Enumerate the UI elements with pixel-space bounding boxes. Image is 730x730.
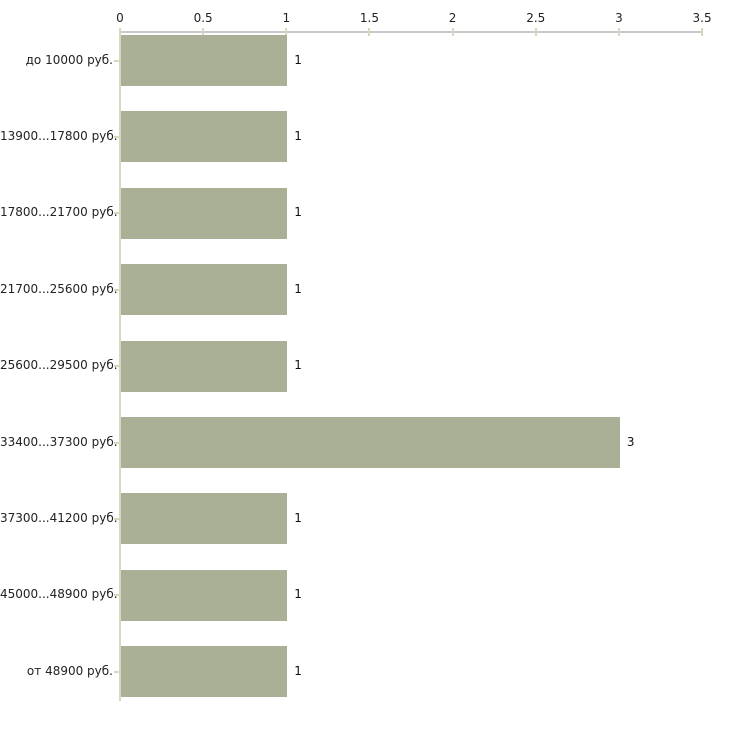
x-tick-label: 1 bbox=[282, 11, 291, 25]
category-label: от 48900 руб. bbox=[26, 663, 113, 678]
category-label: 13900...17800 руб. bbox=[0, 128, 118, 143]
x-tick-mark bbox=[119, 28, 121, 36]
category-label: 17800...21700 руб. bbox=[0, 205, 118, 220]
x-axis-line bbox=[120, 31, 703, 33]
category-label: 33400...37300 руб. bbox=[0, 434, 118, 449]
bar bbox=[121, 417, 620, 468]
category-label: 21700...25600 руб. bbox=[0, 281, 118, 296]
category-label: 45000...48900 руб. bbox=[0, 587, 118, 602]
bar-value-label: 1 bbox=[294, 587, 302, 602]
bar bbox=[121, 569, 288, 621]
bar bbox=[121, 35, 288, 86]
x-tick-label: 3.5 bbox=[692, 11, 712, 25]
y-tick-mark bbox=[114, 59, 120, 62]
x-tick-mark bbox=[534, 28, 537, 36]
x-tick-label: 0.5 bbox=[193, 11, 213, 25]
x-tick-mark bbox=[368, 28, 371, 36]
y-tick-mark bbox=[114, 288, 120, 291]
bar-value-label: 1 bbox=[294, 281, 302, 296]
bar-value-label: 1 bbox=[294, 205, 302, 220]
x-tick-mark bbox=[451, 28, 454, 36]
y-tick-mark bbox=[114, 670, 120, 673]
category-label: 25600...29500 руб. bbox=[0, 358, 118, 373]
category-label: до 10000 руб. bbox=[25, 52, 113, 67]
x-tick-mark bbox=[617, 28, 620, 36]
x-tick-label: 1.5 bbox=[359, 11, 379, 25]
bar-value-label: 1 bbox=[294, 510, 302, 525]
x-tick-label: 0 bbox=[116, 11, 124, 25]
y-tick-mark bbox=[114, 594, 120, 597]
bar-value-label: 1 bbox=[294, 358, 302, 373]
bar bbox=[121, 111, 288, 163]
y-tick-mark bbox=[114, 365, 120, 368]
x-tick-mark bbox=[202, 28, 205, 36]
y-tick-mark bbox=[114, 135, 120, 138]
y-tick-mark bbox=[114, 212, 120, 215]
bar-value-label: 3 bbox=[626, 434, 635, 449]
category-label: 37300...41200 руб. bbox=[0, 510, 118, 525]
bar bbox=[121, 264, 288, 316]
x-tick-mark bbox=[285, 28, 288, 36]
y-tick-mark bbox=[114, 517, 120, 520]
y-axis-line bbox=[119, 31, 121, 702]
x-tick-label: 2 bbox=[448, 11, 457, 25]
x-tick-label: 3 bbox=[615, 11, 623, 25]
bar-value-label: 1 bbox=[294, 52, 302, 67]
bar bbox=[121, 646, 288, 698]
bar bbox=[121, 187, 288, 239]
bar-value-label: 1 bbox=[294, 128, 302, 143]
bar-value-label: 1 bbox=[294, 663, 302, 678]
x-tick-label: 2.5 bbox=[526, 11, 546, 25]
y-tick-mark bbox=[114, 441, 120, 444]
bar bbox=[121, 340, 288, 392]
bar bbox=[121, 493, 288, 545]
x-tick-mark bbox=[701, 28, 704, 36]
